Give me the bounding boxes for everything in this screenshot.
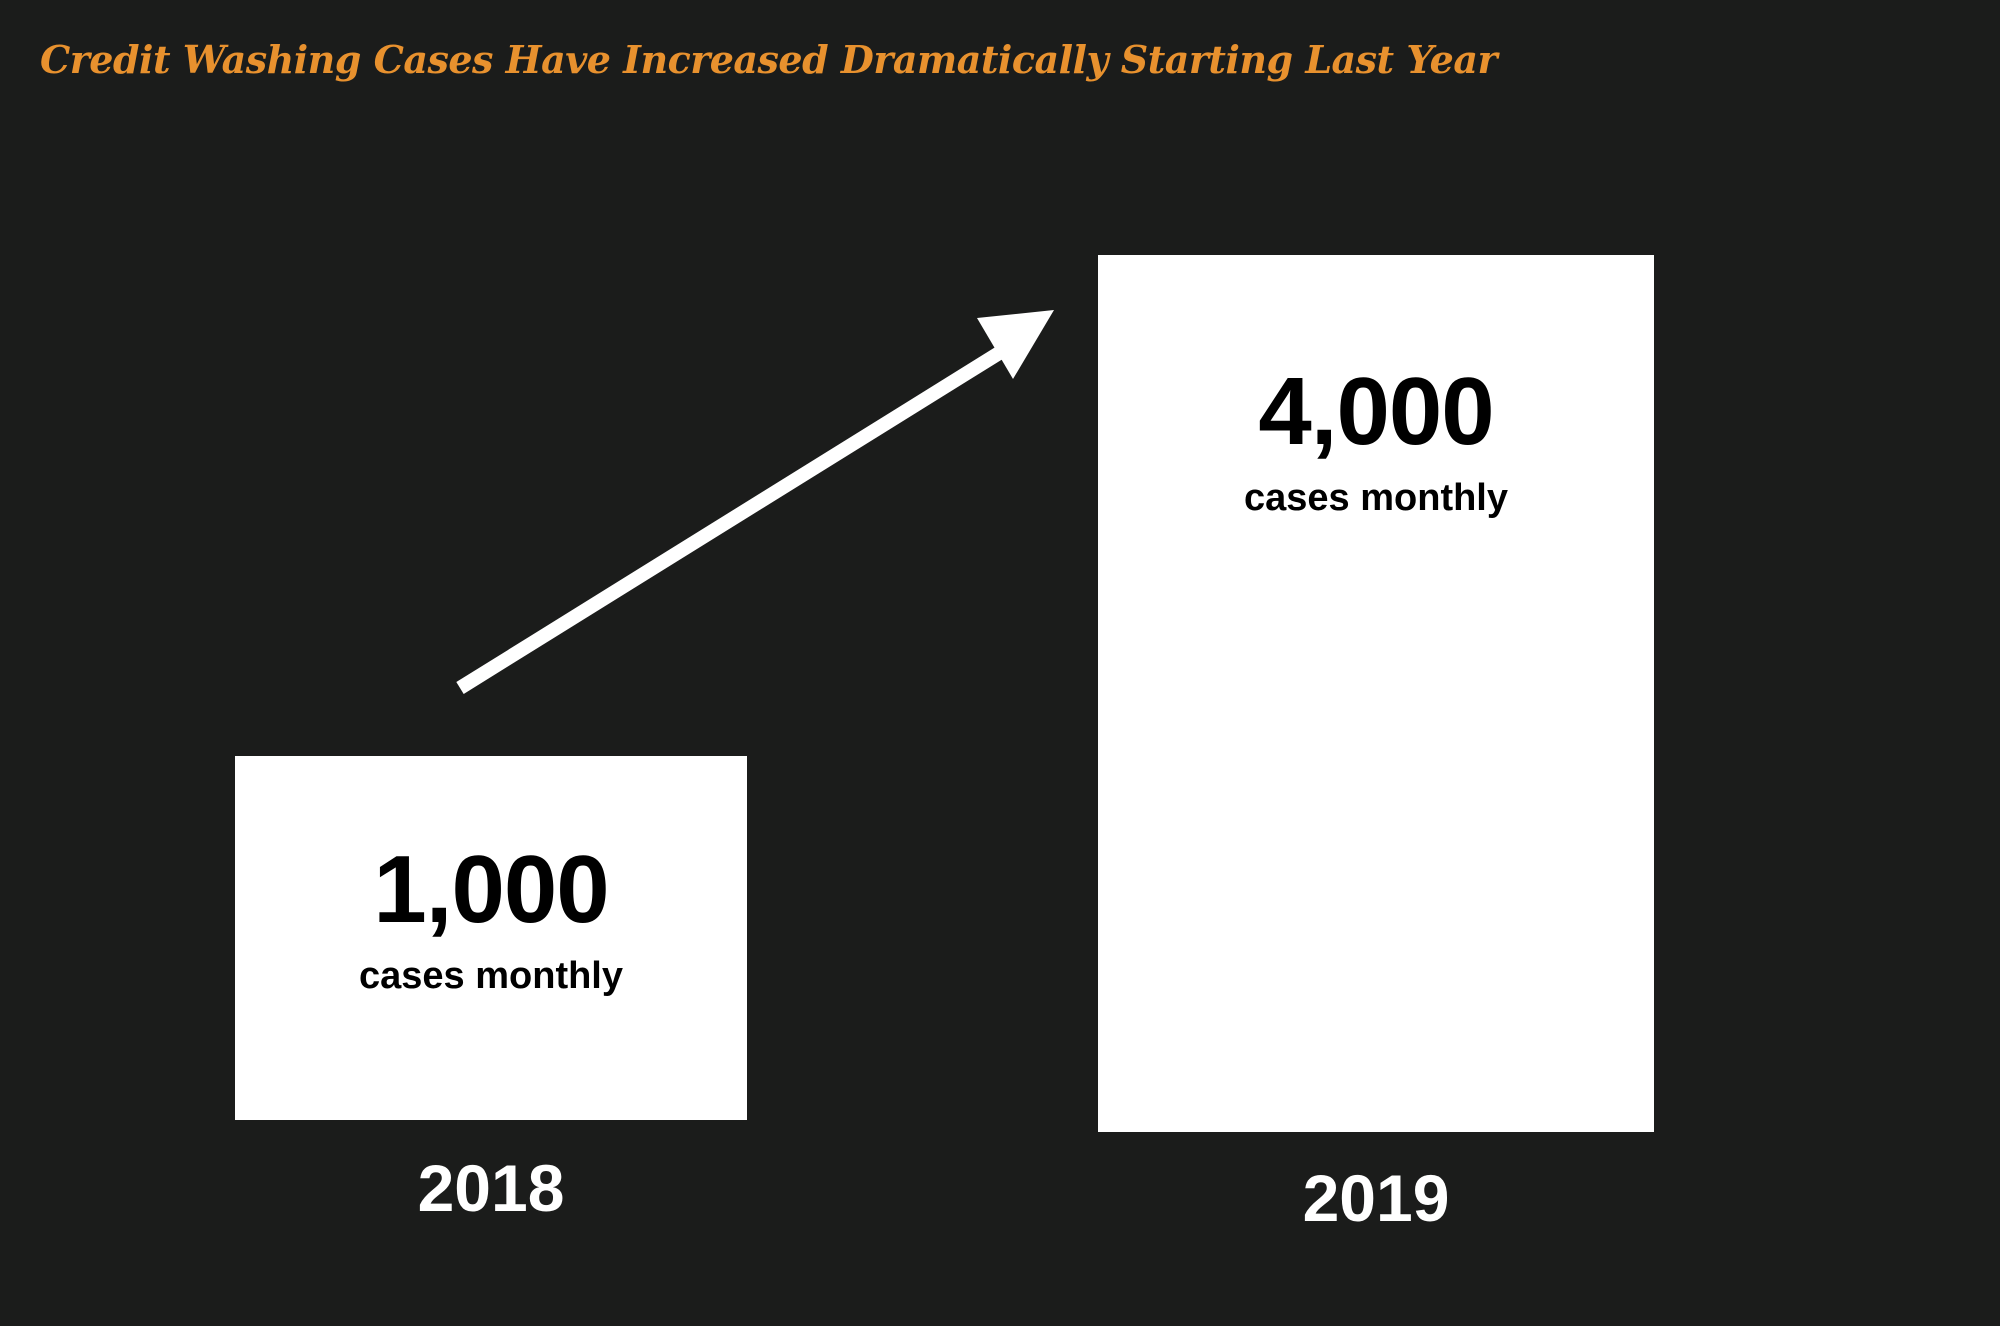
arrow-shaft: [456, 344, 1008, 694]
bar-2019: [1098, 255, 1654, 1132]
category-label-2018: 2018: [417, 1151, 565, 1225]
chart-title: Credit Washing Cases Have Increased Dram…: [40, 37, 1497, 82]
bar-value-2018: 1,000: [373, 836, 609, 943]
bar-unit-label-2019: cases monthly: [1244, 477, 1508, 519]
bar-unit-label-2018: cases monthly: [359, 955, 623, 997]
bar-2018: [235, 756, 747, 1120]
category-label-2019: 2019: [1302, 1161, 1450, 1235]
arrow-head: [977, 310, 1054, 379]
bar-value-2019: 4,000: [1258, 358, 1494, 465]
